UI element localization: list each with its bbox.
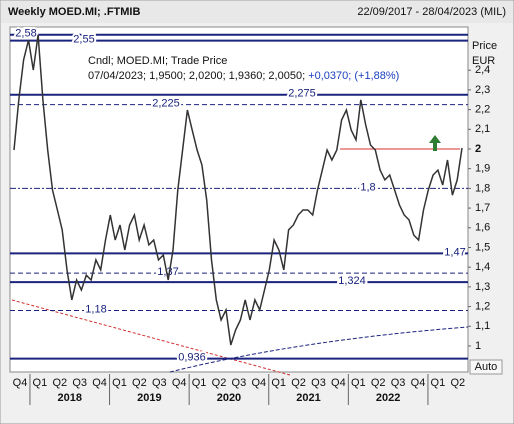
year-label: 2022 xyxy=(376,392,400,404)
x-tick-label: Q3 xyxy=(232,377,247,389)
x-tick-label: Q3 xyxy=(311,377,326,389)
y-tick-label: 1,8 xyxy=(475,182,490,194)
y-tick-label: 2,3 xyxy=(475,84,490,96)
info-line1: Cndl; MOED.MI; Trade Price xyxy=(88,55,227,67)
x-tick-label: Q2 xyxy=(52,377,67,389)
x-tick-label: Q1 xyxy=(431,377,446,389)
y-tick-label: 1 xyxy=(475,340,481,352)
level-label: 0,936 xyxy=(178,351,206,363)
x-tick-label: Q4 xyxy=(92,377,107,389)
up-arrow xyxy=(429,135,441,155)
x-tick-label: Q4 xyxy=(251,377,266,389)
y-tick-label: 1,5 xyxy=(475,241,490,253)
x-tick-label: Q2 xyxy=(371,377,386,389)
x-tick-label: Q2 xyxy=(450,377,465,389)
year-label: 2020 xyxy=(217,392,241,404)
y-tick-label: 2,2 xyxy=(475,103,490,115)
x-tick-label: Q4 xyxy=(172,377,187,389)
y-tick-label: 1,3 xyxy=(475,281,490,293)
header-title: Weekly MOED.MI; .FTMIB xyxy=(8,6,140,18)
y-unit: EUR xyxy=(472,55,495,67)
y-tick-label: 1,1 xyxy=(475,320,490,332)
y-tick-label: 1,9 xyxy=(475,163,490,175)
auto-button[interactable] xyxy=(469,359,503,375)
info-line2: 07/04/2023; 1,9500; 2,0200; 1,9360; 2,00… xyxy=(88,70,399,82)
level-label: 2,55 xyxy=(73,34,94,46)
level-label: 1,8 xyxy=(360,181,375,193)
level-label: 2,225 xyxy=(152,98,180,110)
x-tick-label: Q1 xyxy=(351,377,366,389)
x-tick-label: Q1 xyxy=(33,377,48,389)
y-tick-label: 2,4 xyxy=(475,64,490,76)
x-tick-label: Q4 xyxy=(13,377,28,389)
level-label: 1,18 xyxy=(85,303,106,315)
x-tick-label: Q4 xyxy=(331,377,346,389)
x-tick-label: Q1 xyxy=(112,377,127,389)
x-tick-label: Q1 xyxy=(271,377,286,389)
x-tick-label: Q3 xyxy=(152,377,167,389)
x-tick-label: Q4 xyxy=(411,377,426,389)
header-bar xyxy=(1,1,513,23)
x-tick-label: Q2 xyxy=(291,377,306,389)
year-label: 2018 xyxy=(58,392,82,404)
trend-line xyxy=(11,299,291,376)
x-tick-label: Q3 xyxy=(391,377,406,389)
y-tick-label: 1,6 xyxy=(475,222,490,234)
price-line xyxy=(13,34,463,346)
y-tick-label: 1,2 xyxy=(475,300,490,312)
plot-area xyxy=(9,26,469,373)
auto-label[interactable]: Auto xyxy=(475,361,498,373)
y-tick-label: 1,7 xyxy=(475,202,490,214)
y-tick-label: 2,1 xyxy=(475,123,490,135)
year-label: 2021 xyxy=(296,392,320,404)
info-change: +0,0370; (+1,88%) xyxy=(308,70,399,82)
level-label: 1,37 xyxy=(157,266,178,278)
y-tick-label: 2 xyxy=(475,143,481,155)
level-label: 2,275 xyxy=(288,88,316,100)
header-range: 22/09/2017 - 28/04/2023 (MIL) xyxy=(357,6,506,18)
x-tick-label: Q2 xyxy=(132,377,147,389)
x-tick-label: Q2 xyxy=(212,377,227,389)
y-tick-label: 1,4 xyxy=(475,261,490,273)
x-tick-label: Q3 xyxy=(72,377,87,389)
level-label: 1,47 xyxy=(444,246,465,258)
info-values: 07/04/2023; 1,9500; 2,0200; 1,9360; 2,00… xyxy=(88,70,305,82)
level-label: 1,324 xyxy=(338,275,366,287)
x-tick-label: Q1 xyxy=(192,377,207,389)
trend-curve xyxy=(169,326,469,373)
level-label: 2,58 xyxy=(15,28,36,40)
year-label: 2019 xyxy=(137,392,161,404)
y-axis-label: Price xyxy=(472,40,497,52)
